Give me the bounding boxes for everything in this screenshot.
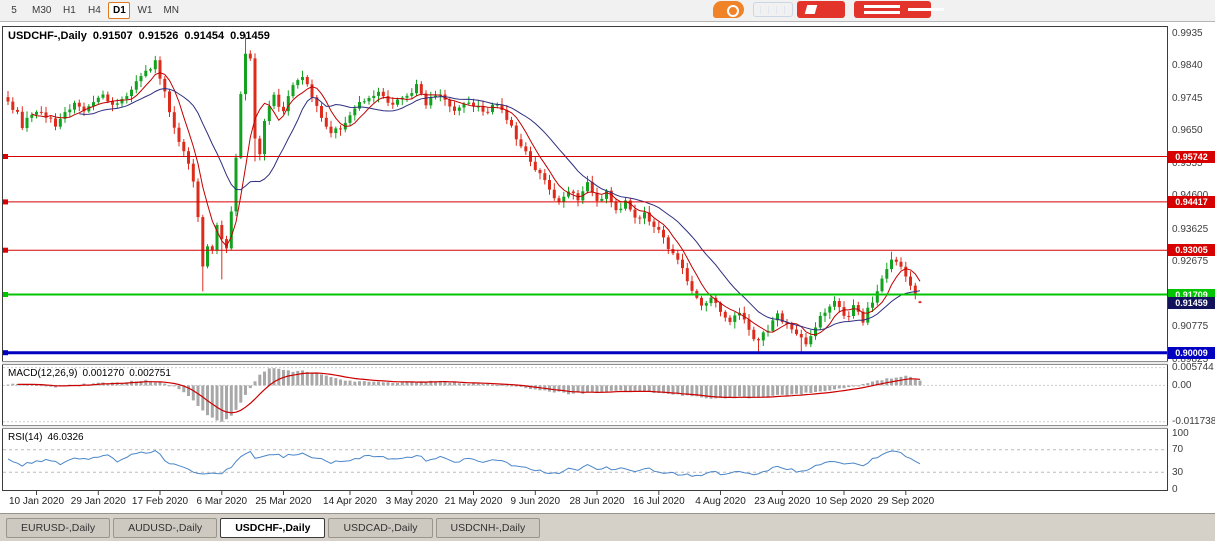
- date-label: 25 Mar 2020: [255, 496, 312, 507]
- date-label: 6 Mar 2020: [196, 496, 248, 507]
- rsi-axis-label: 0: [1172, 483, 1178, 495]
- rsi-axis-label: 100: [1172, 427, 1189, 439]
- macd-axis-label: 0.005744: [1172, 362, 1214, 374]
- time-scale[interactable]: 10 Jan 2020 29 Jan 2020 17 Feb 2020 6 Mar 2…: [2, 491, 1168, 511]
- date-label: 17 Feb 2020: [131, 496, 189, 507]
- macd-axis-label: 0.00: [1172, 379, 1192, 391]
- timeframe-button-h4[interactable]: H4: [88, 5, 101, 16]
- date-label: 10 Jan 2020: [8, 496, 65, 507]
- date-label: 28 Jun 2020: [569, 496, 625, 507]
- macd-main-value: 0.001270: [82, 368, 125, 379]
- chart-tabs-bar: EURUSD-,Daily AUDUSD-,Daily USDCHF-,Daily U…: [0, 513, 1215, 541]
- price-scale[interactable]: 0.99350.98400.97450.96500.95550.946000.9…: [1168, 26, 1215, 495]
- chart-title-symbol: USDCHF-,Daily: [8, 30, 87, 42]
- chart-title: USDCHF-,Daily 0.91507 0.91526 0.91454 0.9145…: [8, 30, 276, 42]
- date-label: 4 Aug 2020: [695, 496, 746, 507]
- rsi-axis-label: 30: [1172, 466, 1184, 478]
- chart-title-high: 0.91526: [138, 30, 179, 42]
- chart-tab-usdcad[interactable]: USDCAD-,Daily: [328, 518, 433, 538]
- timeframe-button-h1[interactable]: H1: [63, 5, 76, 16]
- date-label: 21 May 2020: [444, 496, 503, 507]
- timeframe-toolbar: 5 M30 H1 H4 D1 W1 MN: [0, 0, 1215, 22]
- price-axis-label: 0.9935: [1172, 27, 1203, 39]
- timeframe-button-d1[interactable]: D1: [108, 2, 131, 19]
- macd-name: MACD(12,26,9): [8, 368, 78, 379]
- chart-title-low: 0.91454: [184, 30, 225, 42]
- date-label: 10 Sep 2020: [815, 496, 873, 507]
- date-label: 3 May 2020: [385, 496, 438, 507]
- date-label: 29 Jan 2020: [70, 496, 126, 507]
- macd-axis-label: -0.011738: [1172, 416, 1215, 428]
- price-line-badge: 0.95742: [1168, 150, 1215, 163]
- macd-signal-value: 0.002751: [129, 368, 171, 379]
- rsi-name: RSI(14): [8, 432, 43, 443]
- date-label: 14 Apr 2020: [323, 496, 377, 507]
- chart-tab-usdchf[interactable]: USDCHF-,Daily: [220, 518, 326, 538]
- rsi-value: 46.0326: [47, 432, 84, 443]
- price-axis-label: 0.9840: [1172, 60, 1203, 71]
- chart-tab-usdcnh[interactable]: USDCNH-,Daily: [435, 518, 541, 538]
- date-label: 9 Jun 2020: [510, 496, 561, 507]
- price-line-badge: 0.93005: [1168, 244, 1215, 257]
- price-axis-label: 0.9745: [1172, 92, 1203, 104]
- price-axis-label: 0.9555: [1172, 157, 1203, 169]
- timeframe-button-5[interactable]: 5: [11, 5, 17, 16]
- price-axis-label: 0.92675: [1172, 256, 1209, 267]
- date-label: 23 Aug 2020: [754, 496, 811, 507]
- panel-splitter-rsi[interactable]: [2, 425, 1168, 429]
- price-axis-label: 0.90775: [1172, 321, 1209, 332]
- timeframe-button-w1[interactable]: W1: [137, 5, 153, 16]
- price-line-badge: 0.94417: [1168, 195, 1215, 208]
- timeframe-button-mn[interactable]: MN: [163, 5, 180, 16]
- chart-title-close: 0.91459: [230, 30, 270, 42]
- date-label: 16 Jul 2020: [632, 496, 685, 507]
- price-line-badge: 0.90009: [1168, 346, 1215, 359]
- price-axis-label: 0.89825: [1172, 353, 1209, 365]
- panel-splitter-macd[interactable]: [2, 361, 1168, 365]
- current-price-badge: 0.91459: [1168, 297, 1215, 310]
- price-axis-label: 0.94600: [1172, 190, 1208, 201]
- rsi-indicator-label: RSI(14) 46.0326: [8, 432, 89, 443]
- rsi-axis-label: 70: [1172, 444, 1184, 456]
- chart-tab-eurusd[interactable]: EURUSD-,Daily: [6, 518, 111, 538]
- date-label: 29 Sep 2020: [877, 496, 935, 507]
- chart-tab-audusd[interactable]: AUDUSD-,Daily: [113, 518, 218, 538]
- price-axis-label: 0.93625: [1172, 223, 1209, 235]
- timeframe-button-m30[interactable]: M30: [32, 5, 52, 16]
- macd-indicator-label: MACD(12,26,9) 0.001270 0.002751: [8, 368, 176, 379]
- chart-title-open: 0.91507: [92, 30, 133, 42]
- price-axis-label: 0.9650: [1172, 125, 1203, 137]
